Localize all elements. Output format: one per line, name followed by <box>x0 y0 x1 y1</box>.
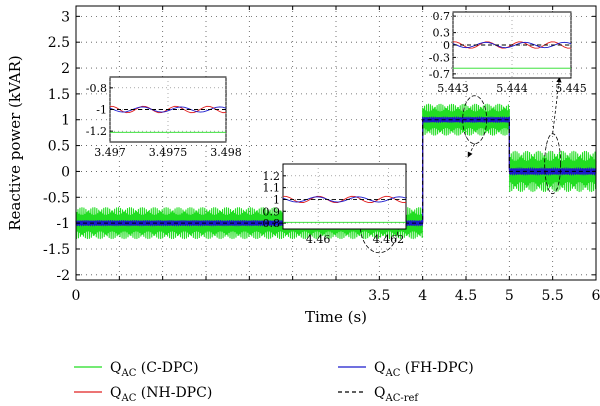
inset-y-tick-label: 1 <box>273 193 280 206</box>
legend: QAC (C-DPC) QAC (NH-DPC) QAC (FH-DPC) QAC-r… <box>74 360 474 404</box>
inset-2: 1.21.110.90.8 4.46 4.462 <box>263 163 407 246</box>
inset-x-tick-label: 4.46 <box>306 233 331 246</box>
zoom-arrow-head <box>467 151 473 158</box>
inset-x-tick-label: 5.443 <box>437 82 469 95</box>
inset-panels: -0.8 -1 -1.2 3.497 3.4975 3.498 1.21.110.90.8 4… <box>86 10 587 246</box>
x-tick-label: 5 <box>505 288 514 304</box>
y-tick-label: -0.5 <box>43 190 70 206</box>
inset-y-tick-label: 0.7 <box>433 10 451 23</box>
inset-3: 0.7 0.30-0.3 -0.75.443 5.444 5.445 <box>429 10 587 95</box>
y-tick-label: -1.5 <box>43 242 70 258</box>
y-tick-label: 2 <box>61 61 70 77</box>
x-axis-label: Time (s) <box>305 308 367 326</box>
inset-y-tick-label: 0.9 <box>263 205 281 218</box>
inset-y-tick-label: 0.8 <box>263 217 281 230</box>
inset-x-tick-label: 5.445 <box>555 82 587 95</box>
inset-x-tick-label: 3.497 <box>94 146 126 159</box>
legend-label: QAC (C-DPC) <box>110 360 199 379</box>
inset-y-tick-label: -1 <box>96 104 107 117</box>
series-line-1 <box>75 103 597 240</box>
axes: Time (s) Reactive power (kVAR) 0 3.5 4 4.5 5… <box>6 5 600 326</box>
x-tick-label: 4.5 <box>455 288 477 304</box>
zoom-arrow-head <box>556 76 562 83</box>
legend-label: QAC (FH-DPC) <box>374 360 474 379</box>
inset-y-tick-label: -0.7 <box>429 68 450 81</box>
inset-y-tick-label: 1.2 <box>263 170 281 183</box>
inset-series-line-3 <box>283 196 406 203</box>
y-tick-label: -1 <box>56 216 70 232</box>
legend-item-3: QAC (FH-DPC) <box>338 360 474 379</box>
y-tick-label: -2 <box>56 268 70 284</box>
y-tick-label: 1.5 <box>48 87 70 103</box>
inset-y-tick-label: -0.8 <box>86 82 107 95</box>
x-tick-label: 5.5 <box>542 288 564 304</box>
x-tick-label: 4 <box>418 288 427 304</box>
inset-series-line-2 <box>283 195 406 204</box>
y-tick-label: 0 <box>61 164 70 180</box>
inset-series-line-3 <box>453 41 571 49</box>
inset-y-tick-label: 0 <box>443 39 450 52</box>
inset-1: -0.8 -1 -1.2 3.497 3.4975 3.498 <box>86 76 242 159</box>
legend-label: QAC-ref <box>374 385 419 404</box>
inset-x-tick-label: 3.4975 <box>149 146 188 159</box>
inset-series-line-3 <box>110 106 226 113</box>
inset-x-tick-label: 3.498 <box>210 146 242 159</box>
y-tick-label: 3 <box>61 9 70 25</box>
y-tick-label: 0.5 <box>48 139 70 155</box>
inset-x-tick-label: 4.462 <box>373 233 405 246</box>
inset-y-tick-label: -1.2 <box>86 125 107 138</box>
inset-y-tick-label: 1.1 <box>263 182 281 195</box>
inset-x-tick-label: 5.444 <box>496 82 528 95</box>
legend-item-1: QAC (C-DPC) <box>74 360 199 379</box>
x-tick-label: 6 <box>592 288 600 304</box>
inset-y-tick-label: 0.3 <box>433 27 451 40</box>
x-tick-label: 3.5 <box>368 288 390 304</box>
zoom-arrow <box>552 76 560 134</box>
legend-item-2: QAC (NH-DPC) <box>74 385 212 404</box>
inset-y-tick-label: -0.3 <box>429 51 450 64</box>
legend-item-4: QAC-ref <box>338 385 419 404</box>
zoom-ellipse <box>462 95 488 145</box>
legend-label: QAC (NH-DPC) <box>110 385 212 404</box>
y-tick-label: 1 <box>61 113 70 129</box>
y-tick-label: 2.5 <box>48 35 70 51</box>
y-axis-label: Reactive power (kVAR) <box>6 55 24 230</box>
x-tick-label: 0 <box>72 288 81 304</box>
